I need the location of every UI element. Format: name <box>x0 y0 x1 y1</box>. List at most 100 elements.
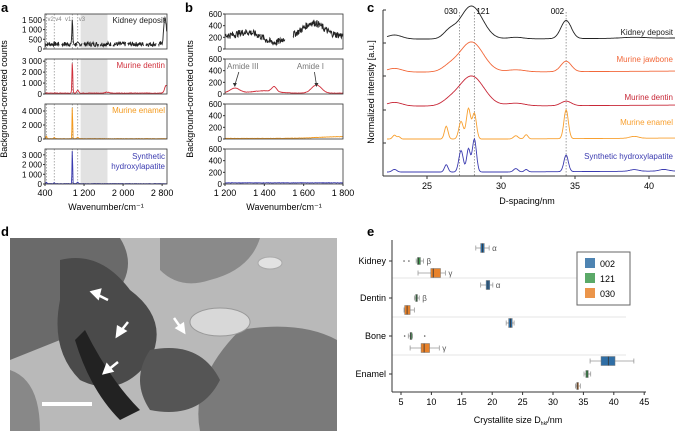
reference-line-label: v2 <box>47 17 54 23</box>
y-tick-label: 1 500 <box>22 16 43 25</box>
arrow-icon <box>89 288 109 302</box>
y-tick-label: 0 <box>38 45 43 54</box>
y-tick-label: 200 <box>209 78 223 87</box>
panel-label-c: c <box>367 0 374 15</box>
y-tick-label: 600 <box>209 10 223 19</box>
diffraction-line-4 <box>387 137 675 173</box>
spectrum-line-0 <box>224 19 344 47</box>
subplot-frame <box>224 103 344 140</box>
tem-particle <box>198 326 337 431</box>
x-tick-label: 400 <box>37 188 52 198</box>
diffraction-line-1 <box>386 41 675 73</box>
y-tick-label: 2 000 <box>22 68 43 77</box>
y-tick-label: 0 <box>218 90 223 99</box>
annotation-label: Amide I <box>297 62 324 71</box>
series-label: Synthetic hydroxylapatite <box>584 152 673 161</box>
shaded-region <box>80 59 108 94</box>
x-tick-label: 35 <box>578 397 588 407</box>
legend-label: 121 <box>600 274 615 284</box>
box-tag: γ <box>448 269 452 278</box>
y-tick-label: 400 <box>209 67 223 76</box>
series-label: hydroxylapatite <box>111 162 165 171</box>
x-tick-label: 45 <box>639 397 649 407</box>
reference-line-label: v4 <box>55 17 62 23</box>
x-tick-label: 40 <box>644 181 654 191</box>
y-tick-label: 2 000 <box>22 121 43 130</box>
y-tick-label: 600 <box>209 100 223 109</box>
series-label: Kidney deposit <box>113 16 166 25</box>
spectrum-line-1 <box>45 63 167 94</box>
panel-label-d: d <box>1 224 9 239</box>
outlier-point <box>423 335 426 337</box>
scale-bar <box>42 402 92 406</box>
subplot-frame <box>224 148 344 185</box>
subplot-frame <box>44 13 168 50</box>
x-axis-label: D-spacing/nm <box>499 196 555 206</box>
y-tick-label: 3 000 <box>22 57 43 66</box>
category-label: Dentin <box>360 293 386 303</box>
x-tick-label: 2 000 <box>112 188 135 198</box>
x-tick-label: 35 <box>570 181 580 191</box>
y-tick-label: 400 <box>209 157 223 166</box>
y-tick-label: 4 000 <box>22 107 43 116</box>
shaded-region <box>80 149 108 184</box>
y-tick-label: 400 <box>209 22 223 31</box>
legend-swatch <box>585 288 595 298</box>
arrowhead-icon <box>232 83 237 87</box>
box-030 <box>420 343 430 353</box>
panel-label-e: e <box>367 224 374 239</box>
x-axis-label-subscript: hkl <box>541 421 547 427</box>
legend-label: 002 <box>600 259 615 269</box>
box-tag: β <box>426 257 431 266</box>
y-axis-label: Background-corrected counts <box>185 40 195 158</box>
x-axis-label-main: Crystallite size D <box>474 415 542 425</box>
series-label: Murine enamel <box>620 118 673 127</box>
x-tick-label: 5 <box>398 397 403 407</box>
legend: 002 121 030 <box>576 251 631 306</box>
diffraction-line-3 <box>387 107 675 140</box>
series-label: Kidney deposit <box>621 28 674 37</box>
x-tick-label: 40 <box>609 397 619 407</box>
outlier-point <box>403 335 406 337</box>
legend-label: 030 <box>600 289 615 299</box>
y-tick-label: 3 000 <box>22 151 43 160</box>
arrow-icon <box>101 361 119 375</box>
y-tick-label: 2 000 <box>22 161 43 170</box>
y-tick-label: 600 <box>209 145 223 154</box>
y-tick-label: 200 <box>209 33 223 42</box>
diffraction-line-0 <box>386 5 675 40</box>
y-tick-label: 500 <box>29 35 43 44</box>
reference-line-label: v1 <box>65 17 72 23</box>
reference-line-label: 030 <box>444 7 458 16</box>
y-axis-label: Background-corrected counts <box>0 40 9 158</box>
annotation-label: Amide III <box>227 62 259 71</box>
x-axis-label: Crystallite size Dhkl/nm <box>474 415 562 427</box>
spectrum-line-2 <box>224 135 344 140</box>
series-label: Murine enamel <box>112 106 165 115</box>
y-tick-label: 200 <box>209 168 223 177</box>
spectrum-line-1 <box>225 84 343 94</box>
panel-label-b: b <box>185 0 193 15</box>
legend-swatch <box>585 258 595 268</box>
tem-particle <box>160 238 260 284</box>
reference-line-label: v3 <box>79 17 86 23</box>
category-label: Kidney <box>358 256 386 266</box>
category-label: Enamel <box>355 369 386 379</box>
y-axis-label: Normalized intensity [a.u.] <box>366 40 376 144</box>
series-label: Synthetic <box>132 152 165 161</box>
tem-particle <box>140 348 220 412</box>
tem-vesicle <box>189 307 251 337</box>
panel-label-a: a <box>1 0 9 15</box>
tem-particle <box>75 330 140 420</box>
legend-swatch <box>585 273 595 283</box>
x-tick-label: 30 <box>548 397 558 407</box>
y-tick-label: 400 <box>209 112 223 121</box>
tem-vesicle <box>257 256 283 270</box>
y-tick-label: 0 <box>38 135 43 144</box>
y-tick-label: 0 <box>38 180 43 189</box>
y-tick-label: 0 <box>218 135 223 144</box>
x-axis-label: Wavenumber/cm⁻¹ <box>246 202 321 212</box>
y-tick-label: 0 <box>38 90 43 99</box>
